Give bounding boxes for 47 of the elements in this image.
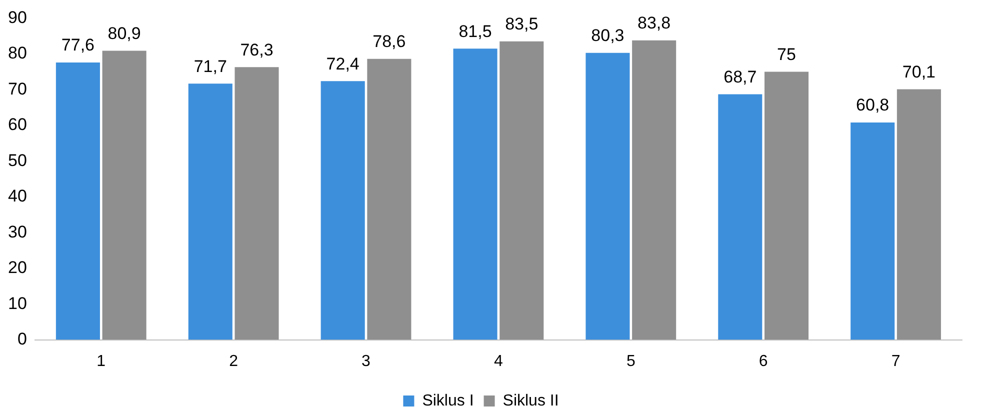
bar bbox=[56, 62, 100, 340]
data-label: 70,1 bbox=[902, 62, 936, 82]
bar bbox=[453, 48, 498, 340]
bar bbox=[764, 72, 809, 340]
x-tick-label: 2 bbox=[229, 352, 238, 370]
data-label: 72,4 bbox=[326, 54, 360, 74]
x-tick-label: 3 bbox=[362, 352, 371, 370]
data-label: 83,5 bbox=[505, 14, 538, 34]
y-tick-label: 80 bbox=[8, 44, 27, 63]
bar bbox=[586, 52, 630, 340]
data-label: 81,5 bbox=[458, 22, 492, 41]
data-label: 83,8 bbox=[638, 14, 671, 33]
data-label: 80,3 bbox=[591, 26, 624, 46]
y-tick-label: 20 bbox=[8, 258, 27, 278]
bar bbox=[632, 40, 676, 340]
y-tick-label: 40 bbox=[8, 186, 27, 206]
data-label: 60,8 bbox=[856, 96, 890, 115]
data-label: 68,7 bbox=[724, 68, 757, 86]
y-tick-label: 60 bbox=[8, 115, 27, 134]
legend-label: Siklus II bbox=[502, 392, 559, 410]
data-label: 76,3 bbox=[240, 40, 274, 60]
y-tick-label: 70 bbox=[8, 79, 27, 98]
y-tick-label: 10 bbox=[8, 294, 27, 313]
x-tick-label: 5 bbox=[626, 352, 636, 370]
data-label: 71,7 bbox=[194, 56, 227, 76]
data-label: 80,9 bbox=[108, 24, 141, 43]
bar bbox=[850, 122, 895, 340]
x-tick-label: 6 bbox=[758, 352, 768, 370]
y-tick-label: 30 bbox=[8, 222, 27, 242]
y-tick-label: 90 bbox=[8, 8, 27, 27]
data-label: 77,6 bbox=[61, 36, 94, 55]
bar bbox=[102, 50, 146, 340]
x-tick-label: 1 bbox=[96, 352, 106, 370]
bar bbox=[718, 94, 762, 340]
data-label: 75 bbox=[777, 44, 796, 64]
bar bbox=[188, 84, 232, 340]
legend-label: Siklus I bbox=[422, 392, 474, 410]
x-tick-label: 7 bbox=[891, 352, 900, 370]
bar bbox=[896, 89, 941, 340]
bar bbox=[320, 81, 365, 340]
data-label: 78,6 bbox=[372, 32, 406, 52]
y-tick-label: 50 bbox=[8, 150, 27, 170]
bar bbox=[500, 41, 544, 340]
bar bbox=[367, 58, 412, 340]
y-tick-label: 0 bbox=[17, 329, 27, 348]
bar bbox=[234, 67, 279, 340]
x-tick-label: 4 bbox=[494, 352, 503, 370]
